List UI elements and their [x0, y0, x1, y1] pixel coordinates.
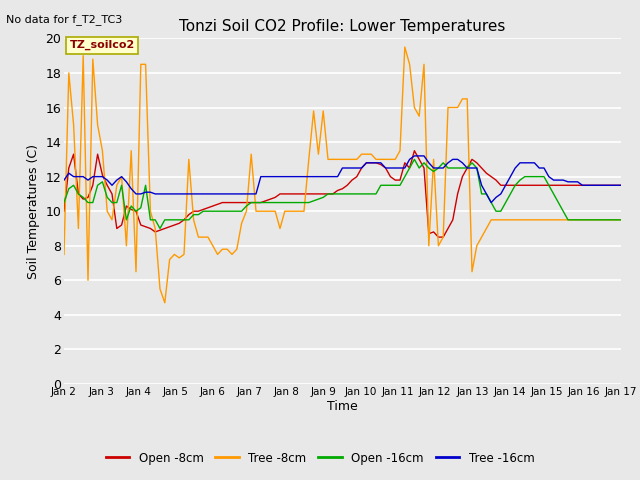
X-axis label: Time: Time [327, 399, 358, 412]
Legend: Open -8cm, Tree -8cm, Open -16cm, Tree -16cm: Open -8cm, Tree -8cm, Open -16cm, Tree -… [101, 447, 539, 469]
Text: No data for f_T2_TC3: No data for f_T2_TC3 [6, 14, 123, 25]
Y-axis label: Soil Temperatures (C): Soil Temperatures (C) [27, 144, 40, 279]
Title: Tonzi Soil CO2 Profile: Lower Temperatures: Tonzi Soil CO2 Profile: Lower Temperatur… [179, 20, 506, 35]
Text: TZ_soilco2: TZ_soilco2 [70, 40, 135, 50]
